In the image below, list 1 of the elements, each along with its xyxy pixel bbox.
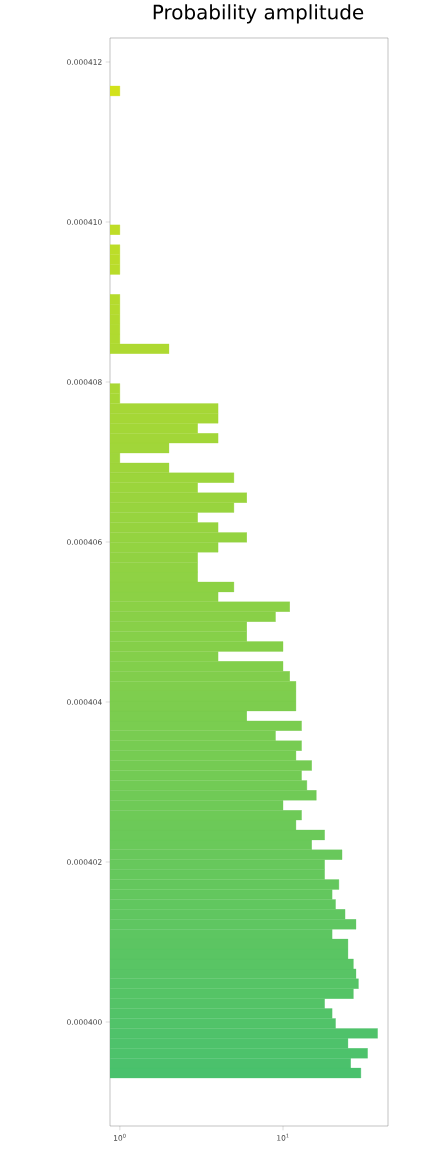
chart-title: Probability amplitude bbox=[153, 4, 364, 24]
